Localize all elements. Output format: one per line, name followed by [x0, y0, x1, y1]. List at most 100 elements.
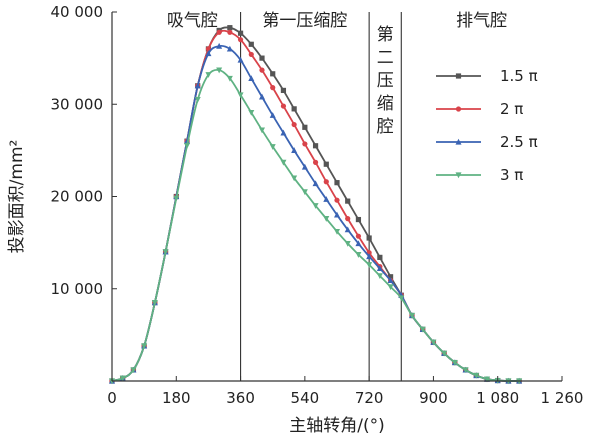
- axes: 主轴转角/(°) 投影面积/mm²: [7, 12, 562, 436]
- data-point: [237, 37, 244, 43]
- data-point: [194, 97, 201, 103]
- data-point: [387, 284, 394, 291]
- legend-item: 2 π: [436, 100, 523, 118]
- legend: 1.5 π 2 π 2.5 π 3 π: [436, 67, 538, 184]
- x-tick-label: 360: [226, 389, 255, 407]
- data-point: [248, 41, 254, 47]
- data-point: [259, 127, 265, 134]
- data-point: [227, 29, 233, 35]
- data-point: [216, 42, 223, 49]
- data-point: [355, 252, 362, 258]
- legend-marker: [455, 172, 462, 179]
- y-tick-label: 40 000: [51, 3, 104, 21]
- data-point: [259, 93, 265, 100]
- data-point: [312, 203, 319, 209]
- data-point: [376, 273, 383, 280]
- ticks-layer: 0 180 360 540 720 900 1 080 1 260 10 000 20 000 30…: [51, 3, 584, 407]
- legend-item: 3 π: [436, 166, 523, 184]
- data-point: [302, 141, 308, 147]
- legend-marker: [455, 73, 462, 79]
- x-tick-label: 540: [291, 389, 320, 407]
- data-point: [344, 226, 351, 233]
- data-point: [216, 29, 222, 35]
- x-tick-label: 900: [419, 389, 448, 407]
- data-point: [366, 253, 373, 260]
- data-point: [334, 180, 340, 186]
- data-point: [345, 198, 351, 204]
- series-line: [111, 68, 520, 382]
- data-point: [151, 299, 158, 306]
- x-tick-label: 0: [107, 389, 117, 407]
- y-axis-title: 投影面积/mm²: [7, 140, 27, 254]
- data-point: [334, 197, 340, 203]
- data-point: [344, 240, 351, 247]
- data-point: [269, 144, 276, 150]
- data-point: [323, 179, 329, 185]
- data-point: [130, 367, 137, 374]
- data-point: [409, 312, 415, 319]
- legend-label: 1.5 π: [500, 67, 538, 85]
- region-label: 吸气腔: [167, 11, 218, 31]
- data-point: [270, 71, 276, 77]
- data-point: [376, 265, 383, 272]
- data-point: [291, 147, 298, 153]
- data-point: [162, 249, 169, 256]
- data-point: [301, 163, 308, 170]
- data-point: [291, 175, 298, 182]
- data-point: [119, 375, 126, 382]
- x-tick-label: 1 080: [476, 389, 519, 407]
- data-point: [248, 75, 255, 82]
- data-point: [334, 211, 340, 218]
- data-point: [323, 196, 330, 202]
- data-point: [280, 87, 287, 94]
- data-point: [323, 161, 329, 167]
- x-tick-label: 180: [162, 389, 191, 407]
- x-axis-title: 主轴转角/(°): [289, 416, 385, 436]
- data-point: [430, 339, 437, 346]
- legend-label: 2 π: [500, 100, 523, 118]
- data-point: [312, 143, 319, 149]
- data-point: [462, 367, 469, 374]
- region-label: 第一压缩腔: [262, 11, 347, 31]
- data-point: [387, 274, 394, 280]
- data-point: [377, 254, 383, 260]
- data-point: [441, 350, 448, 357]
- data-point: [248, 109, 255, 116]
- legend-item: 2.5 π: [436, 133, 538, 151]
- data-point: [302, 124, 308, 130]
- y-tick-label: 10 000: [51, 280, 104, 298]
- y-tick-label: 20 000: [51, 188, 104, 206]
- legend-label: 2.5 π: [500, 133, 538, 151]
- data-point: [355, 216, 362, 223]
- data-point: [248, 51, 254, 58]
- data-point: [473, 372, 480, 379]
- data-point: [291, 121, 297, 128]
- data-point: [451, 359, 458, 366]
- data-point: [345, 216, 351, 222]
- data-point: [227, 25, 233, 31]
- data-point: [226, 45, 233, 52]
- data-point: [312, 180, 319, 187]
- data-point: [484, 376, 490, 383]
- data-point: [366, 262, 373, 268]
- data-point: [291, 106, 297, 112]
- data-point: [280, 103, 287, 109]
- data-point: [259, 55, 265, 61]
- data-point: [237, 92, 244, 99]
- region-label: 第二压缩腔: [377, 25, 394, 137]
- x-tick-label: 720: [355, 389, 384, 407]
- data-point: [237, 30, 244, 36]
- data-point: [334, 228, 340, 235]
- legend-marker: [455, 106, 462, 112]
- data-point: [280, 159, 287, 166]
- data-point: [173, 195, 180, 202]
- region-label: 排气腔: [456, 11, 507, 31]
- data-point: [419, 326, 426, 333]
- data-point: [280, 129, 287, 136]
- data-point: [226, 75, 233, 82]
- series-4: [109, 67, 523, 385]
- data-point: [323, 216, 330, 222]
- legend-label: 3 π: [500, 166, 523, 184]
- legend-marker: [455, 138, 462, 145]
